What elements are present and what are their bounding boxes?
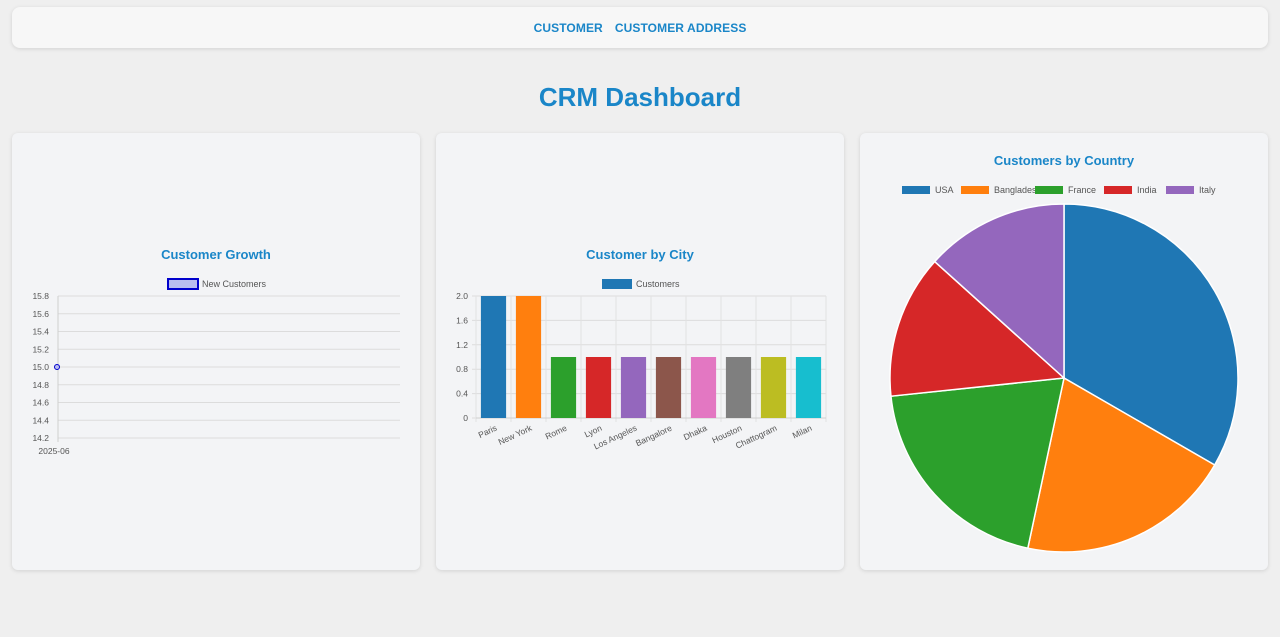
pie-slice-bangladesh bbox=[1026, 376, 1216, 553]
legend-swatch-india bbox=[1104, 186, 1132, 194]
pie-slice-usa bbox=[1063, 203, 1239, 467]
pie-slice-italy bbox=[933, 203, 1065, 380]
legend-label-italy: Italy bbox=[1199, 185, 1216, 195]
pie-slice-india bbox=[889, 260, 1066, 398]
customers-by-country-title: Customers by Country bbox=[993, 153, 1135, 168]
nav-link-customer-address[interactable]: CUSTOMER ADDRESS bbox=[614, 20, 747, 35]
bar-rome bbox=[550, 357, 577, 418]
x-tick-label: 2025-06 bbox=[38, 446, 69, 456]
bar-milan bbox=[795, 357, 822, 418]
x-tick-label: Milan bbox=[791, 423, 814, 441]
bar-bangalore bbox=[655, 357, 682, 418]
customer-by-city-title: Customer by City bbox=[586, 247, 694, 262]
legend-swatch-italy bbox=[1166, 186, 1194, 194]
x-tick-label: Paris bbox=[477, 423, 499, 440]
y-tick-label: 1.2 bbox=[456, 340, 468, 350]
legend-label-customers: Customers bbox=[636, 279, 680, 289]
legend-label-bangladesh: Bangladesh bbox=[994, 185, 1042, 195]
data-point-new-customers bbox=[54, 364, 60, 370]
legend-label-usa: USA bbox=[935, 185, 954, 195]
bar-los-angeles bbox=[620, 357, 647, 418]
bar-new-york bbox=[515, 296, 542, 418]
customer-by-city-card: Customer by City Customers 2.0 1.6 1.2 0.8 0.… bbox=[436, 133, 844, 570]
bar-chattogram bbox=[760, 357, 787, 418]
legend-label-france: France bbox=[1068, 185, 1096, 195]
legend-swatch-bangladesh bbox=[961, 186, 989, 194]
bar-paris bbox=[480, 296, 507, 418]
customer-growth-card: Customer Growth New Customers 15.8 15.6 15.… bbox=[12, 133, 420, 570]
y-tick-label: 2.0 bbox=[456, 291, 468, 301]
top-navbar: CUSTOMER CUSTOMER ADDRESS bbox=[12, 7, 1268, 48]
nav-link-customer[interactable]: CUSTOMER bbox=[533, 20, 603, 35]
x-tick-label: Rome bbox=[544, 423, 569, 442]
x-tick-label: New York bbox=[497, 422, 534, 447]
y-tick-label: 15.4 bbox=[32, 327, 49, 337]
legend-label-india: India bbox=[1137, 185, 1157, 195]
x-tick-label: Lyon bbox=[583, 423, 604, 440]
y-tick-label: 14.2 bbox=[32, 433, 49, 443]
y-tick-label: 15.0 bbox=[32, 362, 49, 372]
legend-swatch-new-customers bbox=[167, 278, 199, 290]
y-tick-label: 0 bbox=[463, 413, 468, 423]
bar-dhaka bbox=[690, 357, 717, 418]
legend-swatch-usa bbox=[902, 186, 930, 194]
legend-swatch-customers bbox=[602, 279, 632, 289]
x-tick-label: Dhaka bbox=[682, 423, 709, 443]
y-tick-label: 0.4 bbox=[456, 389, 468, 399]
y-tick-label: 14.4 bbox=[32, 415, 49, 425]
bar-houston bbox=[725, 357, 752, 418]
page-title: CRM Dashboard bbox=[538, 82, 742, 112]
y-tick-label: 14.6 bbox=[32, 398, 49, 408]
y-tick-label: 15.8 bbox=[32, 291, 49, 301]
y-tick-label: 14.8 bbox=[32, 380, 49, 390]
customers-by-country-card: Customers by Country USA Bangladesh France… bbox=[860, 133, 1268, 570]
x-tick-label: Bangalore bbox=[634, 423, 674, 449]
pie-slice-france bbox=[890, 377, 1065, 550]
y-tick-label: 15.6 bbox=[32, 309, 49, 319]
customers-by-country-chart: USA Bangladesh France India Italy bbox=[889, 185, 1239, 553]
y-tick-label: 15.2 bbox=[32, 344, 49, 354]
customer-growth-title: Customer Growth bbox=[161, 247, 271, 262]
y-tick-label: 1.6 bbox=[456, 315, 468, 325]
legend-swatch-france bbox=[1035, 186, 1063, 194]
y-tick-label: 0.8 bbox=[456, 364, 468, 374]
bar-lyon bbox=[585, 357, 612, 418]
legend-label-new-customers: New Customers bbox=[202, 279, 267, 289]
customer-growth-chart: New Customers 15.8 15.6 15.4 15.2 15.0 14.8 14.… bbox=[32, 278, 400, 456]
